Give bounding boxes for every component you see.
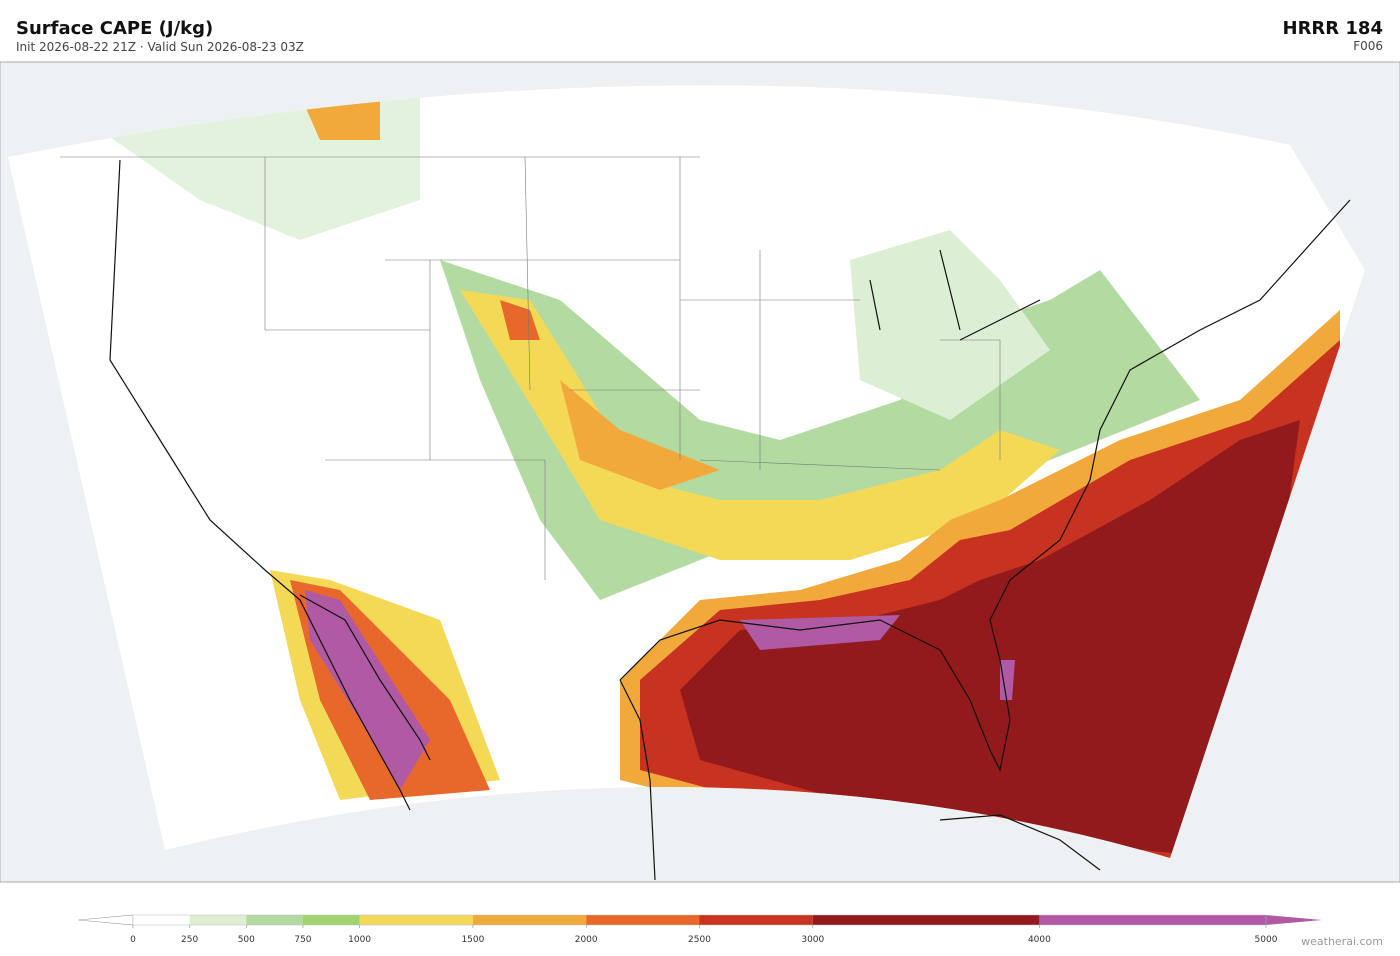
credit: weatherai.com (1301, 935, 1383, 948)
colorbar-tick-label: 750 (294, 935, 311, 945)
boundaries (60, 156, 1351, 881)
colorbar-segment (812, 915, 1040, 925)
colorbar-segment (359, 915, 473, 925)
colorbar-segment (699, 915, 813, 925)
map (0, 61, 1400, 883)
colorbar-segment (586, 915, 700, 925)
colorbar-tick-label: 3000 (801, 935, 824, 945)
colorbar-tick-label: 5000 (1255, 935, 1278, 945)
colorbar-segment (472, 915, 587, 925)
colorbar-segment (133, 915, 190, 925)
colorbar-segment (246, 915, 303, 925)
colorbar: 0 250 500 750 1000 1500 2000 2500 3000 4000 5000 (77, 914, 1322, 945)
title: Surface CAPE (J/kg) (16, 18, 213, 39)
colorbar-over (1266, 915, 1322, 925)
model: HRRR 184 (1283, 18, 1384, 39)
colorbar-tick-label: 2000 (575, 935, 598, 945)
colorbar-tick-label: 0 (130, 935, 136, 945)
forecast-hour: F006 (1353, 39, 1383, 53)
subtitle: Init 2026-08-22 21Z · Valid Sun 2026-08-… (16, 40, 304, 54)
colorbar-tick-label: 2500 (688, 935, 711, 945)
colorbar-segment (189, 915, 247, 925)
colorbar-segment (1039, 915, 1266, 925)
colorbar-under (77, 914, 134, 926)
colorbar-tick-label: 500 (238, 935, 255, 945)
colorbar-tick-label: 4000 (1028, 935, 1051, 945)
colorbar-segment (302, 915, 360, 925)
cape-field (100, 85, 1340, 858)
colorbar-tick-label: 250 (181, 935, 198, 945)
colorbar-tick-label: 1500 (461, 935, 484, 945)
colorbar-tick-label: 1000 (348, 935, 371, 945)
